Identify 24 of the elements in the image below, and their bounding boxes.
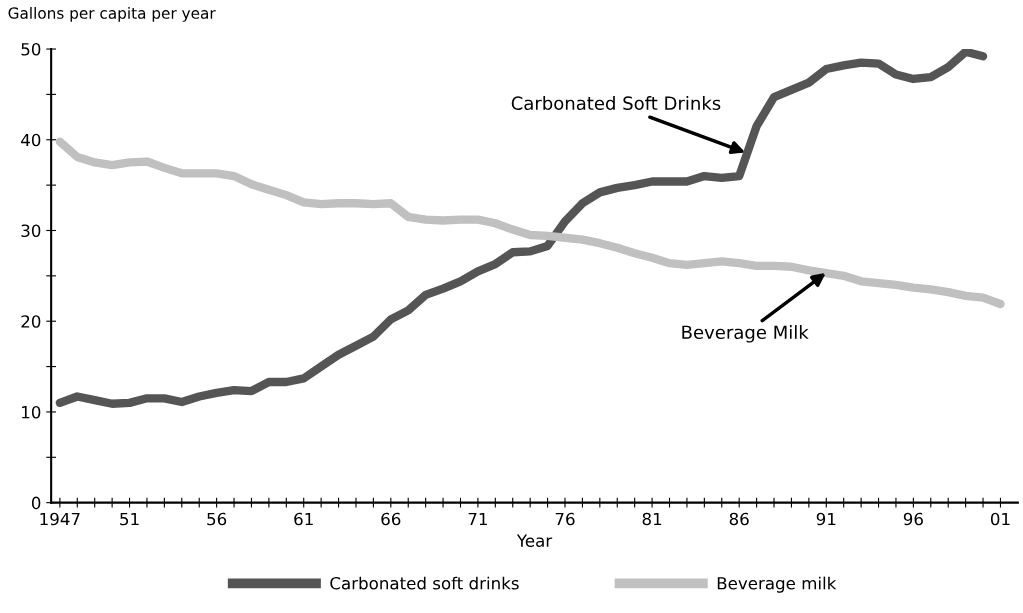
x-tick-label: 01 [990, 512, 1010, 526]
x-tick-label: 76 [555, 512, 575, 526]
y-axis-title: Gallons per capita per year [8, 7, 216, 22]
annotation: Carbonated Soft Drinks [511, 96, 721, 110]
annotation: Beverage Milk [682, 325, 809, 343]
y-tick-label: 10 [22, 405, 41, 419]
legend-label: Carbonated soft drinks [330, 576, 519, 590]
x-tick-label: 51 [120, 512, 139, 526]
x-tick-label: 81 [642, 512, 662, 526]
x-tick-label: 86 [729, 512, 749, 526]
legend-label: Beverage milk [717, 576, 837, 593]
y-tick-label: 40 [21, 133, 41, 147]
y-tick-label: 0 [31, 496, 41, 510]
x-tick-label: 96 [903, 512, 923, 526]
x-tick-label: 91 [816, 512, 836, 526]
x-tick-label: 66 [381, 512, 401, 526]
x-tick-label: 61 [294, 512, 313, 526]
y-tick-label: 20 [21, 315, 41, 328]
x-tick-label: 71 [468, 512, 487, 526]
y-tick-label: 30 [21, 224, 41, 238]
y-tick-label: 50 [21, 43, 41, 56]
x-axis-title: Year [516, 534, 553, 547]
x-tick-label: 56 [207, 512, 227, 526]
x-tick-label: 1947 [40, 512, 80, 526]
